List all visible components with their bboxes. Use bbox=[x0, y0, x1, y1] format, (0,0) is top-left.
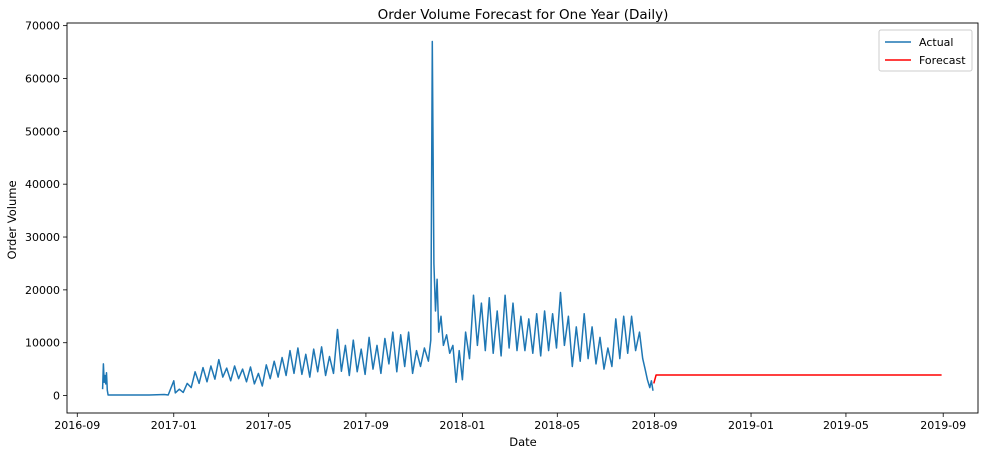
x-tick-label: 2018-05 bbox=[534, 419, 580, 432]
x-tick-label: 2017-05 bbox=[246, 419, 292, 432]
series-line-actual bbox=[101, 40, 654, 396]
x-axis-label: Date bbox=[509, 435, 537, 449]
y-tick-label: 40000 bbox=[25, 178, 60, 191]
legend-label-forecast: Forecast bbox=[919, 54, 966, 67]
series-layer bbox=[101, 40, 942, 396]
x-tick-label: 2019-01 bbox=[728, 419, 774, 432]
y-tick-label: 60000 bbox=[25, 72, 60, 85]
series-line-forecast bbox=[653, 374, 942, 384]
x-tick-label: 2018-01 bbox=[439, 419, 485, 432]
legend: Actual Forecast bbox=[878, 29, 973, 72]
x-tick-label: 2017-09 bbox=[343, 419, 389, 432]
y-tick-label: 30000 bbox=[25, 231, 60, 244]
y-tick-label: 20000 bbox=[25, 284, 60, 297]
x-tick-label: 2017-01 bbox=[151, 419, 197, 432]
y-tick-label: 50000 bbox=[25, 125, 60, 138]
y-axis-label: Order Volume bbox=[5, 180, 19, 259]
y-tick-label: 0 bbox=[53, 390, 60, 403]
legend-label-actual: Actual bbox=[919, 36, 953, 49]
x-tick-label: 2019-09 bbox=[920, 419, 966, 432]
x-tick-label: 2016-09 bbox=[54, 419, 100, 432]
plot-frame bbox=[66, 22, 979, 414]
x-tick-label: 2018-09 bbox=[632, 419, 678, 432]
y-tick-label: 10000 bbox=[25, 337, 60, 350]
chart-title: Order Volume Forecast for One Year (Dail… bbox=[378, 7, 669, 23]
y-tick-label: 70000 bbox=[25, 20, 60, 33]
tick-layer: 2016-09 2017-01 2017-05 2017-09 2018-01 2018-… bbox=[25, 20, 966, 432]
x-tick-label: 2019-05 bbox=[823, 419, 869, 432]
